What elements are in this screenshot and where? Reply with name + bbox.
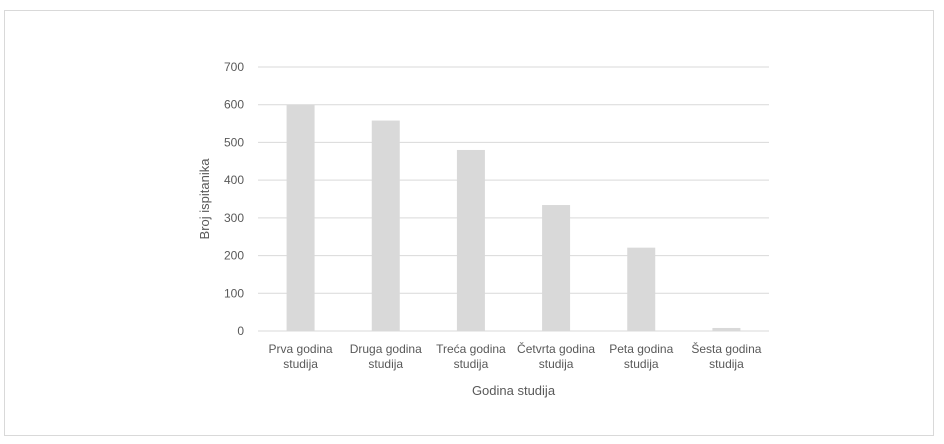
chart-area: 0 100 200 300 400 500 600 700 Prva godina studij…: [4, 10, 934, 436]
bar: [371, 120, 400, 331]
x-tick-label: Druga godina studija: [350, 342, 422, 371]
x-tick-label: Peta godina studija: [609, 342, 673, 371]
y-tick-label: 600: [224, 98, 244, 112]
x-tick-label: Šesta godina studija: [691, 341, 761, 371]
y-tick-label: 200: [224, 249, 244, 263]
y-tick-label: 100: [224, 286, 244, 300]
y-tick-label: 300: [224, 211, 244, 225]
x-tick-label: Treća godina studija: [436, 342, 506, 371]
x-axis-title: Godina studija: [472, 383, 556, 398]
y-tick-label: 500: [224, 135, 244, 149]
gridlines: [258, 66, 769, 332]
y-tick-label: 700: [224, 60, 244, 74]
bar: [286, 104, 315, 331]
bar: [542, 205, 571, 331]
bar-chart: 0 100 200 300 400 500 600 700 Prva godina studij…: [197, 60, 769, 398]
y-axis-ticks: 0 100 200 300 400 500 600 700: [224, 60, 244, 338]
y-axis-title: Broj ispitanika: [197, 158, 212, 240]
bar: [627, 247, 656, 331]
x-tick-label: Prva godina studija: [269, 342, 333, 371]
y-tick-label: 400: [224, 173, 244, 187]
bar: [456, 149, 485, 331]
y-tick-label: 0: [237, 324, 244, 338]
x-tick-label: Četvrta godina studija: [517, 341, 595, 371]
bar: [712, 327, 741, 331]
x-axis-ticks: Prva godina studija Druga godina studija Tre…: [269, 341, 762, 371]
bars: [286, 104, 741, 331]
